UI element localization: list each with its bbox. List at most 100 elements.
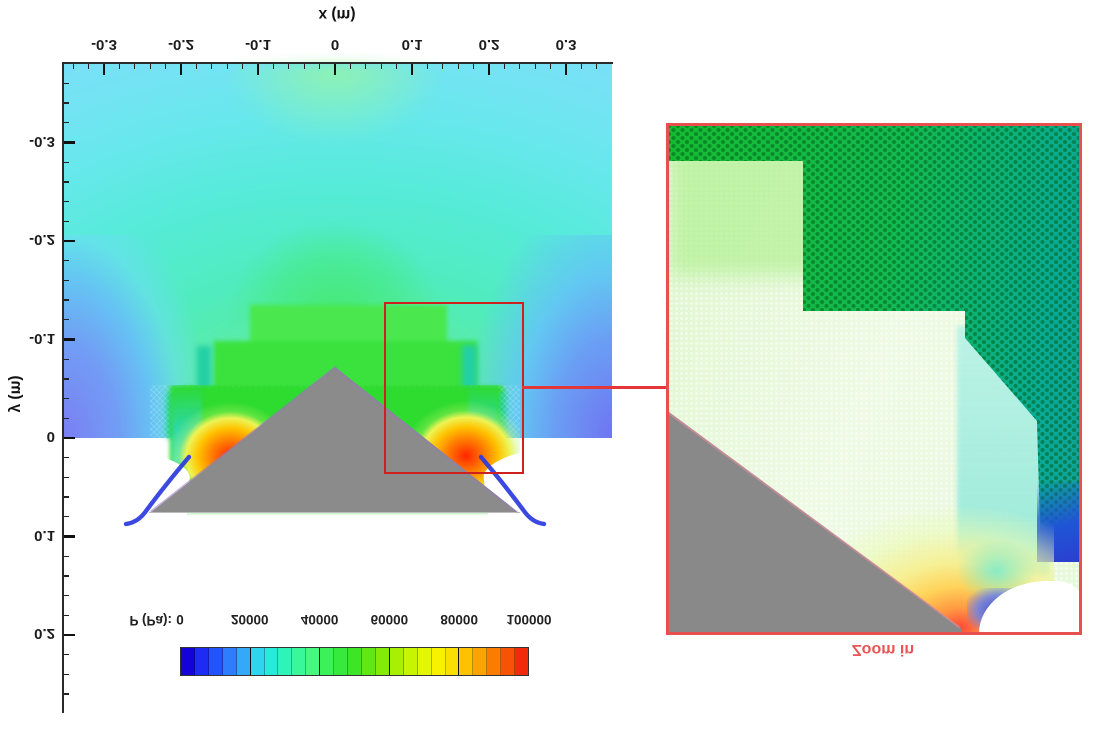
x-minor-tick xyxy=(442,64,444,69)
x-minor-tick xyxy=(395,64,398,69)
y-minor-tick xyxy=(64,555,69,557)
y-major-tick xyxy=(64,141,75,144)
y-minor-tick xyxy=(64,161,69,163)
x-minor-tick xyxy=(503,64,506,69)
colorbar-cell xyxy=(278,648,293,675)
colorbar-cell xyxy=(320,648,335,675)
x-tick-label: 0 xyxy=(309,36,361,54)
colorbar-cell xyxy=(334,648,349,675)
colorbar-cell xyxy=(194,648,209,675)
y-axis-title: y (m) xyxy=(1,357,31,431)
x-tick-label-text: -0.3 xyxy=(91,36,117,53)
x-minor-tick xyxy=(195,64,198,69)
x-minor-tick xyxy=(519,64,521,69)
y-minor-tick xyxy=(64,200,69,203)
colorbar-cell xyxy=(236,648,251,675)
x-minor-tick xyxy=(472,64,475,69)
x-axis-title: x (m) xyxy=(257,5,417,23)
x-major-tick xyxy=(256,64,260,75)
step-shading xyxy=(462,345,477,390)
x-minor-tick xyxy=(134,64,136,69)
colorbar-tick-label-text: 100000 xyxy=(506,612,552,627)
zoom-inset xyxy=(666,123,1082,635)
colorbar xyxy=(180,647,529,676)
y-minor-tick xyxy=(64,654,69,656)
x-axis-line xyxy=(62,61,613,65)
x-tick-label: -0.3 xyxy=(78,36,130,54)
y-major-tick xyxy=(64,535,75,538)
colorbar-tick-label: 60000 xyxy=(355,611,423,629)
y-tick-label-text: 0.2 xyxy=(34,625,55,642)
y-tick-label: -0.3 xyxy=(8,133,55,151)
colorbar-tick-label: 20000 xyxy=(216,611,284,629)
x-minor-tick xyxy=(164,64,167,69)
colorbar-cell xyxy=(445,648,460,675)
y-minor-tick xyxy=(64,279,69,282)
y-tick-label-text: -0.1 xyxy=(29,329,55,347)
colorbar-cell xyxy=(348,648,362,675)
colorbar-tick-label: 100000 xyxy=(495,611,563,629)
colorbar-cell xyxy=(222,648,237,675)
colorbar-cell xyxy=(515,648,529,675)
y-minor-tick xyxy=(64,693,69,695)
x-major-tick xyxy=(410,64,414,75)
y-minor-tick xyxy=(64,594,69,597)
x-tick-label-text: -0.2 xyxy=(168,36,194,53)
x-minor-tick xyxy=(580,64,583,69)
colorbar-cell xyxy=(250,648,265,675)
x-minor-tick xyxy=(87,64,90,69)
x-minor-tick xyxy=(72,64,74,69)
y-tick-label-text: 0.1 xyxy=(34,526,55,544)
x-major-tick xyxy=(487,64,491,75)
colorbar-cell xyxy=(473,648,488,675)
zoom-region-box xyxy=(384,302,524,474)
x-minor-tick xyxy=(226,64,228,69)
colorbar-cell xyxy=(487,648,502,675)
y-minor-tick xyxy=(64,417,69,419)
x-minor-tick xyxy=(241,64,244,69)
inset-caption: Zoom in xyxy=(810,640,956,658)
y-major-tick xyxy=(64,633,75,637)
x-minor-tick xyxy=(349,64,352,69)
y-minor-tick xyxy=(64,457,69,459)
colorbar-tick-label-text: 0 xyxy=(176,612,184,627)
colorbar-tick-label: 40000 xyxy=(286,611,354,629)
x-tick-label: 0.2 xyxy=(463,36,515,54)
y-minor-tick xyxy=(64,220,69,222)
y-minor-tick xyxy=(64,102,69,104)
y-major-tick xyxy=(64,338,75,341)
y-axis-line xyxy=(61,61,65,713)
colorbar-cell xyxy=(375,648,390,675)
colorbar-tick-label: 80000 xyxy=(425,611,493,629)
x-axis-title-text: x (m) xyxy=(318,6,356,23)
colorbar-cell xyxy=(389,648,404,675)
inset-caption-text: Zoom in xyxy=(851,641,915,658)
y-minor-tick xyxy=(64,673,69,676)
y-tick-label: -0.1 xyxy=(8,330,55,348)
x-major-tick xyxy=(179,64,183,75)
y-minor-tick xyxy=(64,82,69,85)
x-minor-tick xyxy=(318,64,321,69)
x-minor-tick xyxy=(211,64,213,69)
colorbar-cell xyxy=(264,648,279,675)
y-minor-tick xyxy=(64,358,69,360)
pressure-plume-arch xyxy=(198,128,472,323)
colorbar-cell xyxy=(208,648,223,675)
y-minor-tick xyxy=(64,476,69,479)
colorbar-tick-label: 0 xyxy=(146,611,214,629)
x-minor-tick xyxy=(118,64,121,69)
x-tick-label-text: 0.3 xyxy=(555,36,577,53)
colorbar-cell xyxy=(361,648,376,675)
y-minor-tick xyxy=(64,397,69,400)
colorbar-cell xyxy=(459,648,474,675)
x-minor-tick xyxy=(534,64,536,69)
y-tick-label-text: 0 xyxy=(46,428,55,445)
x-minor-tick xyxy=(303,64,305,69)
x-major-tick xyxy=(564,64,568,75)
y-tick-label: 0 xyxy=(8,428,55,446)
x-tick-label-text: 0 xyxy=(330,36,340,53)
x-tick-label: 0.3 xyxy=(540,36,592,54)
x-minor-tick xyxy=(549,64,552,69)
y-major-tick xyxy=(64,436,75,440)
